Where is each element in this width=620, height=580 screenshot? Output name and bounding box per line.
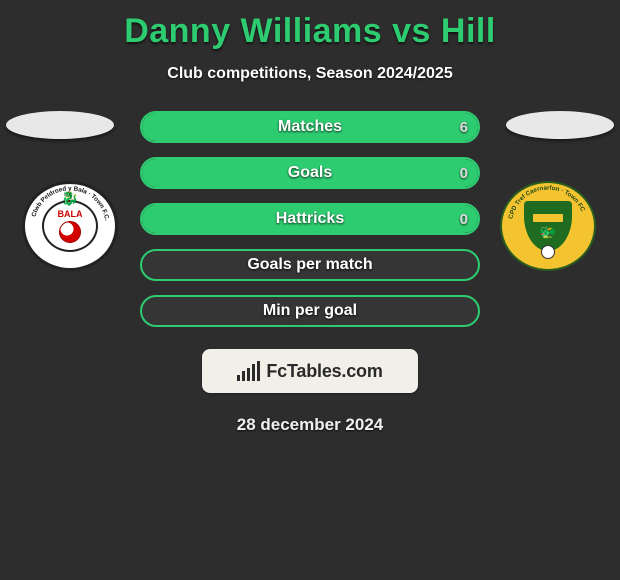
stat-row-hattricks: Hattricks 0 bbox=[140, 203, 480, 235]
watermark-text: FcTables.com bbox=[266, 361, 382, 382]
left-club-crest: Clwb Peldroed y Bala · Town F.C. 🐉 BALA bbox=[20, 181, 120, 271]
dragon-icon: 🐉 bbox=[61, 190, 78, 207]
bar-icon-segment bbox=[237, 375, 240, 381]
football-icon bbox=[59, 221, 81, 243]
bar-icon-segment bbox=[257, 361, 260, 381]
stat-right-value: 6 bbox=[460, 119, 468, 136]
stat-label: Goals per match bbox=[247, 256, 372, 274]
bar-icon-segment bbox=[252, 364, 255, 381]
page-title: Danny Williams vs Hill bbox=[0, 0, 620, 51]
right-player-avatar-placeholder bbox=[506, 111, 614, 139]
bar-icon-segment bbox=[242, 371, 245, 381]
stat-label: Hattricks bbox=[276, 210, 344, 228]
right-club-crest: CPD Tref Caernarfon · Town FC 🐲 bbox=[500, 181, 600, 271]
football-icon bbox=[541, 245, 555, 259]
fctables-watermark: FcTables.com bbox=[202, 349, 418, 393]
stat-label: Goals bbox=[288, 164, 332, 182]
stat-row-matches: Matches 6 bbox=[140, 111, 480, 143]
svg-text:CPD Tref Caernarfon · Town FC: CPD Tref Caernarfon · Town FC bbox=[507, 185, 586, 220]
stat-label: Matches bbox=[278, 118, 342, 136]
stat-row-min-per-goal: Min per goal bbox=[140, 295, 480, 327]
snapshot-date: 28 december 2024 bbox=[0, 415, 620, 435]
stat-label: Min per goal bbox=[263, 302, 357, 320]
stat-row-goals-per-match: Goals per match bbox=[140, 249, 480, 281]
stat-rows: Matches 6 Goals 0 Hattricks 0 Goals per match M… bbox=[140, 111, 480, 327]
left-player-avatar-placeholder bbox=[6, 111, 114, 139]
bar-chart-icon bbox=[237, 361, 260, 381]
bar-icon-segment bbox=[247, 368, 250, 381]
comparison-area: Clwb Peldroed y Bala · Town F.C. 🐉 BALA … bbox=[0, 111, 620, 327]
subtitle: Club competitions, Season 2024/2025 bbox=[0, 65, 620, 83]
stat-row-goals: Goals 0 bbox=[140, 157, 480, 189]
stat-right-value: 0 bbox=[460, 165, 468, 182]
stat-right-value: 0 bbox=[460, 211, 468, 228]
